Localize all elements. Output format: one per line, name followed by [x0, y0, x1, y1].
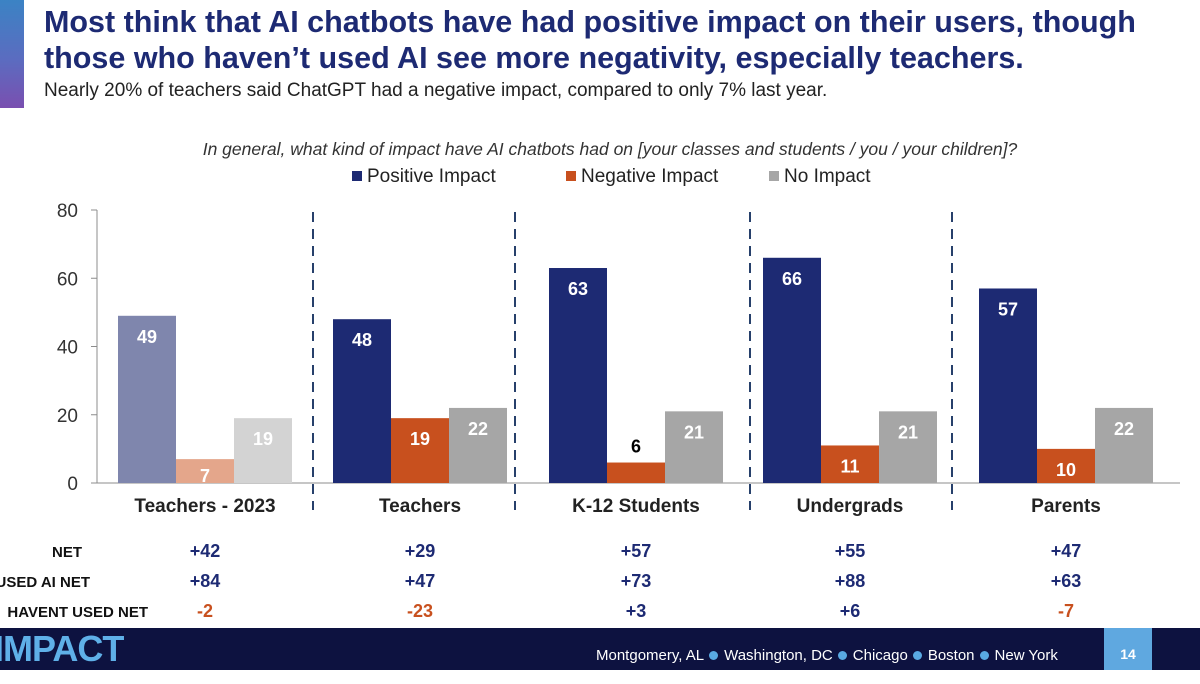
legend-swatch-1	[352, 171, 362, 181]
page-number: 14	[1104, 628, 1152, 670]
bullet-dot-icon	[979, 651, 989, 660]
net-value: -2	[197, 601, 213, 621]
bar-value-label: 21	[684, 422, 704, 442]
bullet-dot-icon	[709, 651, 719, 660]
x-category-label: Teachers	[379, 496, 461, 517]
bar-value-label: 57	[998, 299, 1018, 319]
bar	[333, 319, 391, 483]
net-value: +84	[190, 571, 221, 591]
net-value: -23	[407, 601, 433, 621]
footer-bar: IMPACT Montgomery, AL Washington, DC Chica…	[0, 628, 1200, 670]
impact-bar-chart: In general, what kind of impact have AI …	[0, 139, 1180, 621]
net-value: +57	[621, 541, 652, 561]
net-value: +42	[190, 541, 221, 561]
location-montgomery: Montgomery, AL	[596, 647, 705, 664]
bar-value-label: 10	[1056, 460, 1076, 480]
net-value: +3	[626, 601, 647, 621]
x-category-label: Undergrads	[797, 496, 904, 517]
bar	[118, 315, 176, 483]
legend-swatch-2	[566, 171, 576, 181]
legend-label-1: Positive Impact	[367, 166, 497, 187]
net-row-label: NET	[52, 544, 82, 561]
y-tick-label: 20	[57, 406, 78, 427]
subheadline: Nearly 20% of teachers said ChatGPT had …	[44, 80, 828, 101]
location-new-york: New York	[994, 647, 1058, 664]
y-tick-label: 0	[67, 474, 78, 495]
bar	[549, 268, 607, 483]
legend-label-3: No Impact	[784, 166, 871, 187]
bar-value-label: 63	[568, 279, 588, 299]
bar-value-label: 19	[253, 429, 273, 449]
bar-value-label: 49	[137, 327, 157, 347]
bar-value-label: 6	[631, 437, 641, 457]
bar-value-label: 19	[410, 429, 430, 449]
bar	[176, 459, 234, 483]
net-value: +29	[405, 541, 436, 561]
legend-swatch-3	[769, 171, 779, 181]
bar	[665, 411, 723, 483]
office-locations: Montgomery, AL Washington, DC Chicago Bosto…	[596, 628, 1058, 670]
bar	[979, 288, 1037, 483]
accent-bar	[0, 0, 24, 108]
net-value: +47	[1051, 541, 1082, 561]
x-category-label: Teachers - 2023	[134, 496, 275, 517]
headline-line-1: Most think that AI chatbots have had pos…	[44, 5, 1136, 39]
bar-value-label: 22	[468, 419, 488, 439]
bar	[1095, 407, 1153, 483]
bar	[1037, 448, 1095, 483]
net-value: +63	[1051, 571, 1082, 591]
bar	[879, 411, 937, 483]
y-tick-label: 40	[57, 338, 78, 359]
bar-value-label: 66	[782, 269, 802, 289]
net-value: +55	[835, 541, 866, 561]
bar	[449, 407, 507, 483]
x-category-label: Parents	[1031, 496, 1101, 517]
net-value: +47	[405, 571, 436, 591]
net-value: +88	[835, 571, 866, 591]
bar-value-label: 11	[840, 456, 859, 476]
bar	[391, 418, 449, 483]
location-washington: Washington, DC	[724, 647, 833, 664]
net-row-label: HAVENT USED NET	[7, 604, 148, 621]
net-value: -7	[1058, 601, 1074, 621]
x-category-label: K-12 Students	[572, 496, 700, 517]
brand-logo: IMPACT	[0, 628, 124, 669]
headline-line-2: those who haven’t used AI see more negat…	[44, 41, 1024, 75]
location-boston: Boston	[927, 647, 975, 664]
net-row-label: USED AI NET	[0, 574, 90, 591]
legend-label-2: Negative Impact	[581, 166, 719, 187]
y-tick-label: 60	[57, 269, 78, 290]
bullet-dot-icon	[837, 651, 847, 660]
bar-value-label: 22	[1114, 419, 1134, 439]
bar	[821, 445, 879, 483]
bar	[763, 257, 821, 483]
bullet-dot-icon	[912, 651, 922, 660]
bar-value-label: 21	[898, 422, 918, 442]
bar	[607, 462, 665, 483]
net-value: +6	[840, 601, 861, 621]
y-tick-label: 80	[57, 201, 78, 222]
bar-value-label: 48	[352, 330, 372, 350]
headline: Most think that AI chatbots have had pos…	[44, 4, 1200, 76]
net-value: +73	[621, 571, 652, 591]
location-chicago: Chicago	[852, 647, 908, 664]
bar-value-label: 7	[200, 466, 210, 486]
bar	[234, 418, 292, 483]
chart-question: In general, what kind of impact have AI …	[203, 139, 1018, 159]
